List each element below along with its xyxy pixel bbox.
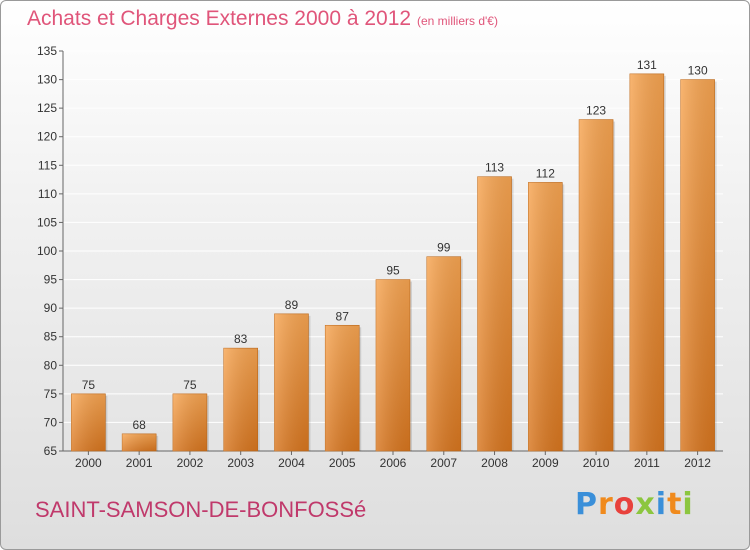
value-label: 123 (586, 104, 606, 118)
value-label: 89 (285, 298, 299, 312)
chart-title: Achats et Charges Externes 2000 à 2012 (27, 7, 412, 30)
logo-letter: x (635, 487, 656, 522)
bar-shine (71, 393, 106, 451)
chart-subtitle: (en milliers d'€) (417, 14, 498, 28)
logo-letter: i (682, 487, 694, 522)
logo-letter: o (613, 487, 636, 522)
x-tick-label: 2005 (329, 456, 356, 470)
x-tick-label: 2004 (278, 456, 305, 470)
y-tick-label: 80 (44, 358, 58, 372)
y-tick-label: 65 (44, 444, 58, 458)
bar-shine (579, 119, 614, 452)
bar-shine (680, 79, 715, 452)
value-label: 83 (234, 332, 248, 346)
bar-shine (223, 348, 258, 451)
value-labels: 75 68 75 83 89 87 95 99 113 112 123 131 130 (82, 58, 708, 432)
value-label: 99 (437, 241, 451, 255)
y-tick-label: 90 (44, 301, 58, 315)
x-tick-label: 2008 (481, 456, 508, 470)
y-axis: 65 70 75 80 85 90 95 100 105 110 115 120 125 130 135 (37, 44, 64, 458)
y-tick-label: 100 (37, 244, 57, 258)
value-label: 130 (688, 64, 708, 78)
value-label: 113 (485, 161, 504, 175)
bar-shine (122, 433, 157, 451)
y-tick-label: 85 (44, 330, 58, 344)
value-label: 87 (336, 309, 350, 323)
bar-shine (376, 279, 410, 451)
commune-name: SAINT-SAMSON-DE-BONFOSSé (35, 497, 367, 522)
bar-shine (477, 176, 512, 451)
value-label: 75 (183, 378, 197, 392)
y-tick-label: 120 (37, 130, 57, 144)
x-tick-label: 2000 (75, 456, 102, 470)
y-tick-label: 115 (38, 158, 57, 172)
y-tick-label: 105 (37, 215, 57, 229)
value-label: 112 (536, 166, 555, 180)
value-label: 68 (132, 418, 146, 432)
x-tick-label: 2001 (126, 456, 153, 470)
y-tick-label: 110 (38, 187, 57, 201)
value-label: 131 (637, 58, 657, 72)
y-tick-label: 125 (37, 101, 57, 115)
x-tick-label: 2011 (634, 456, 660, 470)
bar-shine (629, 73, 664, 451)
bar-shine (426, 256, 461, 451)
x-tick-label: 2007 (430, 456, 457, 470)
bars (71, 73, 717, 452)
logo-letter: P (575, 487, 598, 522)
value-label: 95 (386, 264, 400, 278)
y-tick-label: 75 (44, 387, 58, 401)
y-tick-label: 135 (37, 44, 57, 58)
logo-letter: i (655, 487, 668, 522)
bar-shine (172, 393, 207, 451)
x-tick-label: 2002 (177, 456, 204, 470)
y-tick-label: 95 (44, 273, 58, 287)
y-tick-label: 70 (44, 415, 58, 429)
bar-shine (325, 325, 360, 451)
proxiti-logo: Proxiti (575, 487, 694, 522)
x-tick-label: 2010 (583, 456, 610, 470)
logo-letter: r (598, 487, 614, 522)
x-axis: 2000 2001 2002 2003 2004 2005 2006 2007 2008 2009… (63, 450, 723, 470)
x-tick-label: 2003 (227, 456, 254, 470)
value-label: 75 (82, 378, 96, 392)
logo-letter: t (667, 487, 683, 522)
x-tick-label: 2006 (380, 456, 407, 470)
bar-shine (274, 313, 309, 451)
x-tick-label: 2012 (684, 456, 711, 470)
x-tick-label: 2009 (532, 456, 559, 470)
bar-shine (528, 182, 563, 451)
y-tick-label: 130 (37, 73, 57, 87)
